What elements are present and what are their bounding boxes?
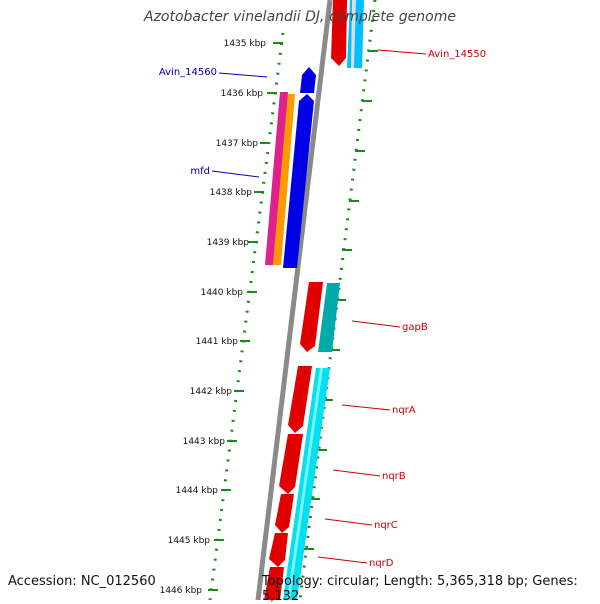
gene-feature-orange[interactable] (273, 94, 295, 265)
gene-feature-teal[interactable] (318, 283, 340, 352)
kbp-label: 1441 kbp (196, 337, 239, 347)
kbp-label: 1445 kbp (168, 536, 211, 546)
kbp-label: 1446 kbp (160, 586, 203, 596)
kbp-label: 1442 kbp (190, 387, 233, 397)
kbp-label: 1436 kbp (221, 89, 264, 99)
genome-backbone (255, 0, 333, 600)
gene-label-avin-14550[interactable]: Avin_14550 (428, 49, 486, 60)
gene-feature-mfd[interactable] (283, 94, 314, 268)
kbp-label: 1444 kbp (176, 486, 219, 496)
gene-feature-nqrB[interactable] (279, 434, 303, 494)
kbp-tick-marks (208, 42, 283, 591)
kbp-label: 1438 kbp (210, 188, 253, 198)
gene-labels: Avin_14550 Avin_14560 mfd gapB nqrA nqrB… (159, 49, 486, 569)
kbp-label: 1440 kbp (201, 288, 244, 298)
kbp-label: 1443 kbp (183, 437, 226, 447)
gene-label-nqrB[interactable]: nqrB (382, 471, 406, 482)
gene-label-avin-14560[interactable]: Avin_14560 (159, 67, 217, 78)
gene-label-nqrA[interactable]: nqrA (392, 405, 416, 416)
gene-feature-nqrA[interactable] (288, 366, 312, 433)
gene-label-nqrC[interactable]: nqrC (374, 520, 398, 531)
gene-feature-red-bottom[interactable] (264, 567, 284, 600)
gene-feature-red[interactable] (331, 0, 347, 66)
leader-lines (211, 49, 427, 564)
left-dotted-boundary (208, 32, 285, 600)
map-title: Azotobacter vinelandii DJ, complete geno… (144, 9, 456, 25)
kbp-labels: 1435 kbp 1436 kbp 1437 kbp 1438 kbp 1439… (160, 39, 267, 596)
gene-label-mfd[interactable]: mfd (190, 166, 210, 177)
kbp-label: 1439 kbp (207, 238, 250, 248)
accession-text: Accession: NC_012560 (8, 574, 156, 589)
gene-feature-avin-14560[interactable] (300, 67, 316, 93)
gene-feature-nqrC[interactable] (275, 494, 294, 533)
kbp-label: 1437 kbp (216, 139, 259, 149)
gene-label-gapB[interactable]: gapB (402, 322, 428, 333)
kbp-label: 1435 kbp (224, 39, 267, 49)
gene-feature-gapB[interactable] (300, 282, 323, 352)
gene-feature-gray (351, 0, 356, 68)
gene-feature-white-stripe (287, 368, 323, 600)
gene-label-nqrD[interactable]: nqrD (369, 558, 394, 569)
gene-feature-magenta[interactable] (265, 92, 288, 265)
gene-feature-nqrD[interactable] (269, 533, 288, 567)
